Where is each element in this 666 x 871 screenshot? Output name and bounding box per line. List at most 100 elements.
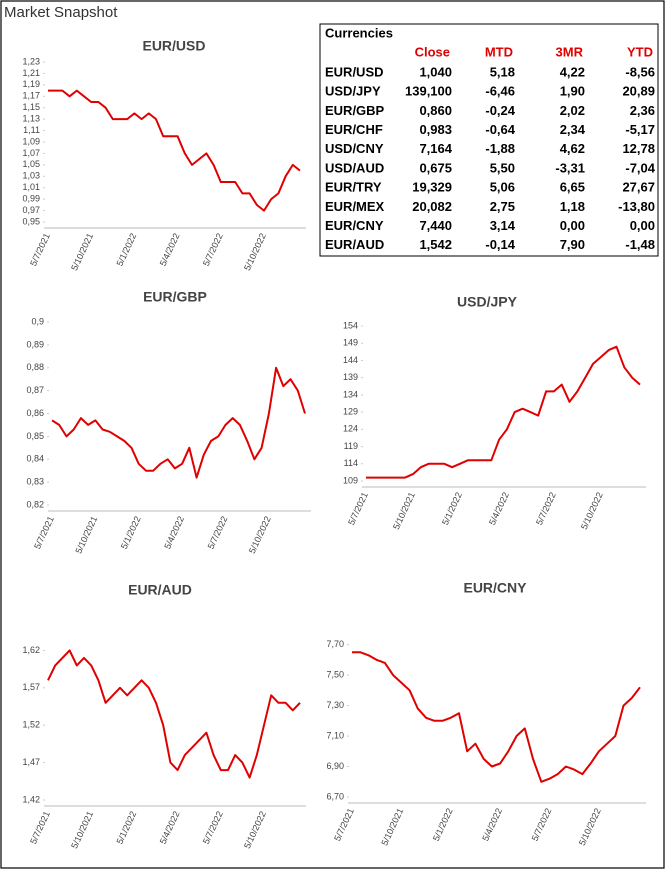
y-tick-label: 1,47 — [22, 757, 40, 767]
column-header: Close — [415, 44, 450, 59]
x-tick-label: 5/1/2022 — [440, 491, 464, 527]
chart-title: EUR/GBP — [143, 289, 207, 305]
line-series — [366, 345, 641, 479]
y-tick-label: 1,52 — [22, 720, 40, 730]
y-tick-label: 0,85 — [26, 431, 44, 441]
y-tick-label: 1,07 — [22, 148, 40, 158]
y-tick-label: 1,19 — [22, 79, 40, 89]
cell: 3,14 — [490, 218, 516, 233]
cell: -7,04 — [625, 160, 655, 175]
row-label: EUR/GBP — [325, 103, 385, 118]
x-tick-label: 5/10/2022 — [247, 515, 273, 556]
cell: 7,440 — [419, 218, 452, 233]
column-header: 3MR — [556, 44, 584, 59]
x-tick-label: 5/4/2022 — [162, 515, 186, 551]
cell: 27,67 — [622, 180, 655, 195]
y-tick-label: 0,99 — [22, 194, 40, 204]
cell: 0,860 — [419, 103, 452, 118]
chart-title: USD/JPY — [457, 294, 518, 310]
y-tick-label: 1,01 — [22, 182, 40, 192]
y-tick-label: 0,9 — [31, 316, 44, 326]
x-tick-label: 5/10/2022 — [242, 232, 268, 273]
cell: 0,983 — [419, 122, 452, 137]
cell: 4,22 — [560, 64, 585, 79]
y-tick-label: 1,62 — [22, 645, 40, 655]
cell: -6,46 — [485, 84, 515, 99]
y-tick-label: 6,70 — [326, 791, 344, 801]
cell: 1,542 — [419, 237, 452, 252]
chart-title: EUR/CNY — [463, 580, 527, 596]
y-tick-label: 129 — [343, 406, 358, 416]
y-tick-label: 6,90 — [326, 761, 344, 771]
y-tick-label: 7,70 — [326, 639, 344, 649]
cell: 19,329 — [412, 180, 452, 195]
cell: 20,89 — [622, 84, 655, 99]
cell: -3,31 — [555, 160, 585, 175]
x-tick-label: 5/7/2021 — [346, 491, 370, 527]
y-tick-label: 1,15 — [22, 102, 40, 112]
x-tick-label: 5/7/2021 — [332, 807, 356, 843]
y-tick-label: 119 — [344, 441, 358, 451]
y-tick-label: 0,86 — [26, 408, 44, 418]
x-tick-label: 5/10/2022 — [242, 810, 268, 851]
cell: 12,78 — [622, 141, 655, 156]
x-tick-label: 5/4/2022 — [158, 810, 182, 846]
row-label: EUR/TRY — [325, 180, 382, 195]
cell: 6,65 — [560, 180, 585, 195]
cell: 2,75 — [490, 199, 515, 214]
cell: 4,62 — [560, 141, 585, 156]
x-tick-label: 5/1/2022 — [114, 232, 138, 268]
cell: 20,082 — [412, 199, 452, 214]
cell: -0,64 — [485, 122, 515, 137]
y-tick-label: 1,17 — [22, 91, 40, 101]
x-tick-label: 5/7/2021 — [32, 515, 56, 551]
line-series — [48, 89, 301, 212]
y-tick-label: 7,50 — [326, 669, 344, 679]
y-tick-label: 7,30 — [326, 700, 344, 710]
x-tick-label: 5/10/2021 — [69, 810, 95, 851]
y-tick-label: 114 — [344, 458, 358, 468]
cell: 5,18 — [490, 64, 515, 79]
cell: -5,17 — [625, 122, 655, 137]
cell: 1,90 — [560, 84, 585, 99]
x-tick-label: 5/7/2022 — [206, 515, 230, 551]
cell: 139,100 — [405, 84, 452, 99]
y-tick-label: 0,89 — [26, 339, 44, 349]
y-tick-label: 134 — [343, 389, 358, 399]
y-tick-label: 0,97 — [22, 205, 40, 215]
y-tick-label: 1,09 — [22, 136, 40, 146]
y-tick-label: 1,11 — [23, 125, 40, 135]
y-tick-label: 1,05 — [22, 159, 40, 169]
cell: -8,56 — [625, 64, 655, 79]
x-tick-label: 5/4/2022 — [158, 232, 182, 268]
x-tick-label: 5/10/2022 — [577, 807, 603, 848]
y-tick-label: 1,03 — [22, 171, 40, 181]
line-series — [352, 651, 641, 783]
chart-title: EUR/USD — [142, 38, 205, 54]
cell: 7,164 — [419, 141, 452, 156]
cell: 5,06 — [490, 180, 515, 195]
cell: -13,80 — [618, 199, 655, 214]
cell: -0,24 — [485, 103, 515, 118]
x-tick-label: 5/4/2022 — [487, 491, 511, 527]
row-label: USD/AUD — [325, 160, 384, 175]
x-tick-label: 5/7/2022 — [201, 810, 225, 846]
x-tick-label: 5/1/2022 — [114, 810, 138, 846]
row-label: EUR/USD — [325, 64, 384, 79]
table-title: Currencies — [325, 25, 393, 40]
row-label: USD/CNY — [325, 141, 384, 156]
row-label: EUR/CNY — [325, 218, 384, 233]
x-tick-label: 5/1/2022 — [431, 807, 455, 843]
x-tick-label: 5/10/2021 — [379, 807, 405, 848]
x-tick-label: 5/4/2022 — [480, 807, 504, 843]
y-tick-label: 0,82 — [26, 499, 44, 509]
line-series — [47, 649, 301, 779]
y-tick-label: 139 — [343, 372, 358, 382]
cell: -1,88 — [485, 141, 515, 156]
cell: 1,18 — [560, 199, 585, 214]
cell: 2,36 — [630, 103, 655, 118]
cell: 0,00 — [560, 218, 585, 233]
x-tick-label: 5/10/2021 — [391, 491, 417, 532]
table-box — [319, 23, 659, 257]
